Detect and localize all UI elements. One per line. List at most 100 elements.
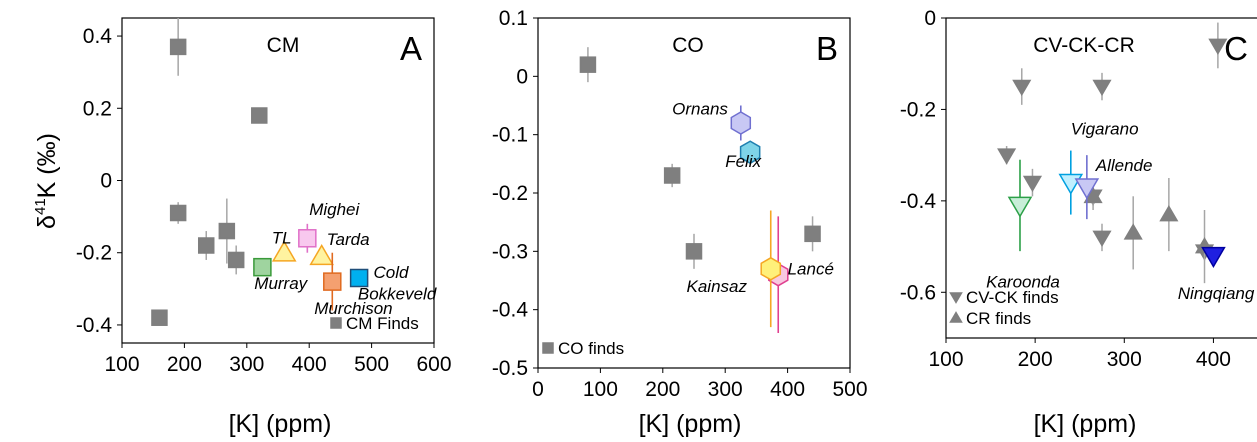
sample-marker-2 [298,229,317,248]
x-tick-label-3: 300 [708,378,743,401]
sample-label-3: Tarda [327,230,370,249]
panel-a: CM A [K] (ppm) δ41K (‰) 100 200 300 400 500 6… [32,17,452,438]
x-tick-label-2: 300 [1107,348,1142,371]
find-point-0 [579,56,597,73]
find-point-3 [804,225,821,243]
y-tick-label-6: -0.5 [492,357,528,380]
x-tick-label-0: 0 [532,378,544,401]
legend-label-1: CR finds [966,309,1031,328]
x-tick-label-3: 400 [1196,348,1231,371]
find-point-6 [1092,230,1112,248]
sample-label-1: Felix [725,152,761,171]
y-tick-label-3: -0.2 [492,182,528,205]
sample-label-1: Allende [1095,156,1153,175]
sample-marker-2 [1074,178,1100,200]
find-point-6 [151,309,168,326]
sample-label-2: Mighei [309,200,360,219]
y-axis-label: δ41K (‰) [32,133,61,229]
sample-marker-5 [349,268,369,288]
sample-marker-3 [309,244,334,266]
y-tick-label-0: 0 [924,7,936,30]
legend-marker-0 [330,317,342,329]
find-point-2 [1092,79,1112,97]
x-tick-label-1: 100 [583,378,618,401]
find-point-1 [1012,79,1032,97]
panel-letter: B [816,30,838,67]
sample-label-4: Murchison [314,299,392,318]
y-tick-label-5: -0.4 [492,299,529,322]
panel-title: CM [267,34,300,57]
x-axis-label: [K] (ppm) [1034,410,1137,438]
panel-b: CO B [K] (ppm) 0 100 200 300 400 500 0.1 0 -0.1 -… [492,7,868,438]
y-tick-label-4: -0.3 [492,240,528,263]
sample-label-1: TL [272,229,292,248]
y-tick-label-0: 0.1 [499,7,528,30]
legend-marker-0 [542,342,554,354]
panel-title: CV-CK-CR [1033,34,1135,57]
plot-marks: 0 100 200 300 400 500 0.1 0 -0.1 -0.2 -0.3 -0.4 -0.5… [492,7,868,401]
y-tick-label-3: -0.2 [76,242,112,265]
x-axis-label: [K] (ppm) [639,410,742,438]
x-tick-label-0: 100 [104,353,139,376]
panel-letter: C [1224,30,1248,67]
y-tick-label-1: -0.2 [900,98,936,121]
y-tick-label-4: -0.4 [76,314,113,337]
sample-marker-0 [730,111,752,135]
y-tick-label-1: 0.2 [83,97,112,120]
sample-label-0: Vigarano [1071,120,1139,139]
x-axis-label: [K] (ppm) [229,410,332,438]
find2-point-2 [1159,204,1179,222]
plot-marks: 100 200 300 400 500 600 0.4 0.2 0 -0.2 -0.4 Murray T… [76,18,452,376]
x-tick-label-2: 300 [229,353,264,376]
find-point-4 [1022,175,1043,193]
sample-label-0: Murray [254,274,308,293]
plot-area-frame [945,17,1257,339]
legend-label-0: CO finds [558,339,624,358]
panel-letter: A [400,30,422,67]
sample-marker-3 [760,256,782,281]
x-tick-label-0: 100 [928,348,963,371]
sample-marker-1 [271,240,297,262]
sample-marker-0 [253,257,272,277]
x-tick-label-4: 500 [354,353,389,376]
y-axis-label-base: δ [33,215,61,229]
x-tick-label-5: 500 [832,378,867,401]
find-point-5 [227,251,245,269]
sample-label-3: Ningqiang [1178,284,1255,303]
y-tick-label-1: 0 [516,65,528,88]
sample-marker-1 [739,140,761,165]
find-point-2 [685,243,703,260]
x-tick-label-1: 200 [1018,348,1053,371]
sample-label-5: Bokkeveld [358,285,437,304]
find-point-3 [997,148,1017,165]
legend-label-0: CV-CK finds [966,288,1059,307]
panel-c: CV-CK-CR C [K] (ppm) 100 200 300 400 0 -0.2 -0… [900,7,1257,438]
panel-title: CO [672,34,704,57]
find-point-0 [1208,38,1228,56]
plot-marks: 100 200 300 400 0 -0.2 -0.4 -0.6 Vigarano Allende… [900,7,1255,371]
x-tick-label-3: 400 [292,353,327,376]
x-tick-label-4: 400 [770,378,805,401]
find-point-2 [169,204,187,222]
x-tick-label-1: 200 [167,353,202,376]
sample-label-2: Karoonda [986,273,1060,292]
legend-marker-1 [949,311,963,323]
sample-label-3: Kainsaz [687,277,748,296]
find-point-1 [663,167,681,184]
legend-marker-0 [949,292,963,304]
x-tick-label-2: 200 [645,378,680,401]
y-axis-label-rest: K (‰) [33,133,61,198]
y-tick-label-2: 0 [100,170,112,193]
y-tick-label-3: -0.6 [900,281,936,304]
find-point-1 [251,107,268,124]
y-tick-label-2: -0.1 [492,124,528,147]
x-tick-label-5: 600 [416,353,451,376]
y-axis-label-sup: 41 [32,198,49,215]
legend-label-0: CM Finds [346,314,419,333]
sample-marker-4 [323,272,342,291]
sample-marker-3 [1201,246,1226,269]
y-tick-label-0: 0.4 [83,25,113,48]
sample-label-0: Ornans [672,99,728,118]
sample-label-2: Lancé [788,260,834,279]
